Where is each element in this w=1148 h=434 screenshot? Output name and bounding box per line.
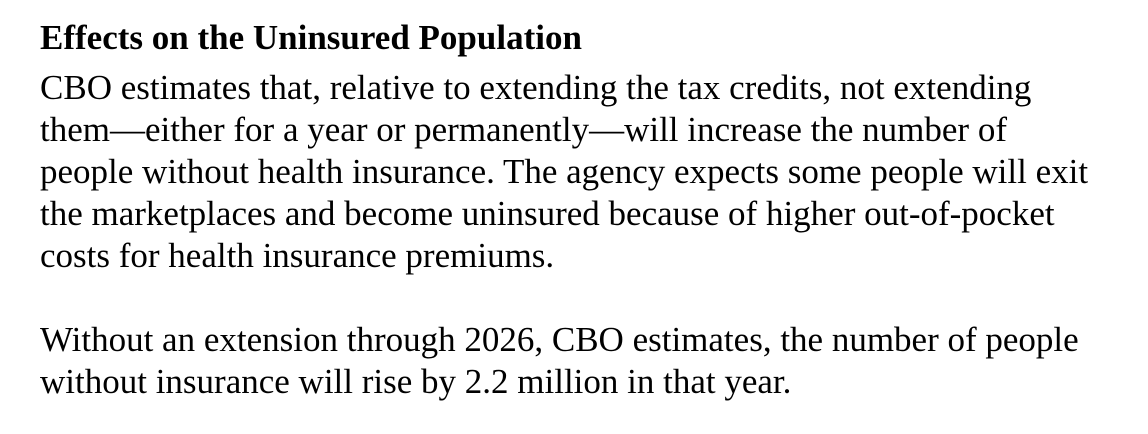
paragraph-1-line-3: people without health insurance. The age… <box>40 152 1089 191</box>
paragraph-2-line-2: without insurance will rise by 2.2 milli… <box>40 362 792 401</box>
paragraph-1-line-4: the marketplaces and become uninsured be… <box>40 194 1055 233</box>
paragraph-1-line-2: them—either for a year or permanently—wi… <box>40 110 1007 149</box>
paragraph-2-line-1: Without an extension through 2026, CBO e… <box>40 320 1079 359</box>
paragraph-1-line-5: costs for health insurance premiums. <box>40 236 555 275</box>
paragraph-1-line-1: CBO estimates that, relative to extendin… <box>40 68 1032 107</box>
paragraph-2: Without an extension through 2026, CBO e… <box>40 319 1108 403</box>
paragraph-1: CBO estimates that, relative to extendin… <box>40 67 1108 277</box>
section-heading: Effects on the Uninsured Population <box>40 18 582 57</box>
